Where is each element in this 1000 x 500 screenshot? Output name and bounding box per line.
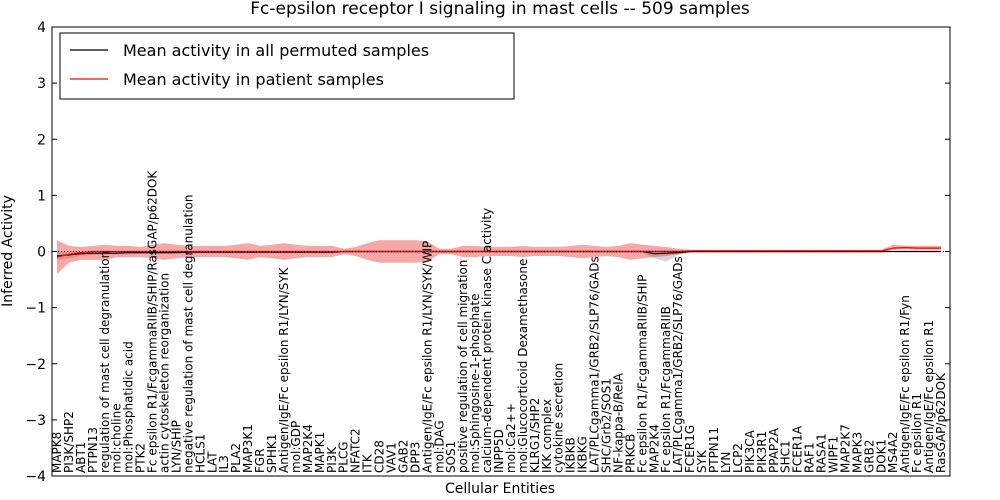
entity-label: CD28 bbox=[373, 440, 387, 473]
entity-label: PIK3R1 bbox=[755, 431, 769, 473]
entity-label: MAP2K4 bbox=[647, 424, 661, 473]
entity-label: ABT1 bbox=[74, 442, 88, 473]
entity-label: Fc epsilon R1/FcgammaRIIB bbox=[659, 306, 673, 473]
entity-label: Antigen/IgE/Fc epsilon R1/Fyn bbox=[898, 295, 912, 473]
entity-label: mol:Glucocorticoid Dexamethasone bbox=[516, 259, 530, 473]
entity-label: RAF1 bbox=[803, 442, 817, 473]
y-tick-label: −2 bbox=[25, 357, 46, 373]
entity-label: PIK3CA bbox=[743, 429, 757, 473]
y-axis-label: Inferred Activity bbox=[0, 195, 16, 307]
entity-label: mol:Ca2++ bbox=[504, 403, 518, 473]
entity-label: PPAP2A bbox=[767, 427, 781, 473]
entity-label: PTPN11 bbox=[707, 427, 721, 473]
entity-label: cytokine secretion bbox=[552, 363, 566, 473]
entity-label: ITK bbox=[361, 453, 375, 473]
entity-label: PLCG bbox=[337, 441, 351, 473]
entity-label: LAT bbox=[205, 451, 219, 473]
entity-label: IL3 bbox=[217, 455, 231, 473]
entity-label: VAV1 bbox=[385, 442, 399, 473]
entity-label: SOS1 bbox=[444, 441, 458, 473]
y-tick-label: 2 bbox=[37, 132, 46, 148]
entity-label: IKBKG bbox=[576, 436, 590, 473]
entity-label: LYN bbox=[719, 452, 733, 473]
entity-label: mol:Phosphatidic acid bbox=[122, 341, 136, 473]
entity-label: actin cytoskeleton reorganization bbox=[158, 273, 172, 473]
entity-label: PRKCB bbox=[623, 434, 637, 473]
entity-label: PTK2 bbox=[134, 443, 148, 473]
legend-label-patient: Mean activity in patient samples bbox=[123, 70, 384, 89]
y-tick-label: 3 bbox=[37, 76, 46, 92]
entity-label: NF-kappa-B/RelA bbox=[612, 372, 626, 473]
chart-title: Fc-epsilon receptor I signaling in mast … bbox=[250, 0, 750, 19]
y-tick-label: 4 bbox=[37, 20, 46, 36]
entity-label: mol:Sphingosine-1-phosphate bbox=[468, 294, 482, 474]
plot-area-frame bbox=[51, 26, 951, 477]
entity-label: PI3K bbox=[325, 446, 339, 473]
entity-label: calcium-dependent protein kinase C activ… bbox=[480, 208, 494, 473]
entity-label: INPP5D bbox=[492, 429, 506, 473]
entity-label: MAPK3 bbox=[850, 432, 864, 473]
patient-band bbox=[57, 240, 941, 274]
entity-label: Antigen/IgE/Fc epsilon R1/LYN/SYK bbox=[277, 266, 291, 473]
entity-label: KLRG1/SHP2 bbox=[528, 398, 542, 473]
entity-label: LCP2 bbox=[731, 443, 745, 473]
entity-label: FCER1A bbox=[791, 425, 805, 473]
entity-label: PTPN13 bbox=[86, 427, 100, 473]
entity-label: DOK1 bbox=[874, 439, 888, 473]
y-tick-label: −4 bbox=[25, 469, 46, 485]
entity-label: mol:choline bbox=[110, 403, 124, 473]
entity-label: NFATC2 bbox=[349, 428, 363, 473]
entity-label: RASA1 bbox=[815, 433, 829, 473]
entity-label: FGR bbox=[253, 448, 267, 473]
entity-label: mol:GDP bbox=[289, 421, 303, 473]
entity-label: WIPF1 bbox=[827, 436, 841, 473]
legend: Mean activity in all permuted samples Me… bbox=[59, 32, 515, 100]
entity-label: DPP3 bbox=[408, 442, 422, 473]
entity-label: RasGAP/p62DOK bbox=[934, 372, 948, 473]
y-tick-label: −1 bbox=[25, 301, 46, 317]
entity-label: GAB2 bbox=[396, 440, 410, 473]
entity-label: PI3K/SHP2 bbox=[62, 411, 76, 473]
entity-label: regulation of mast cell degranulation bbox=[98, 251, 112, 473]
entity-label: Fc epsilon R1/FcgammaRIIB/SHIP bbox=[635, 275, 649, 473]
entity-label: LAT/PLCgamma1/GRB2/SLP76/GADs bbox=[588, 256, 602, 473]
entity-label: IKBKB bbox=[564, 437, 578, 473]
x-axis-label: Cellular Entities bbox=[445, 481, 555, 497]
y-tick-label: −3 bbox=[25, 413, 46, 429]
entity-label: MAPK8 bbox=[50, 432, 64, 473]
entity-label: SHC/Grb2/SOS1 bbox=[600, 378, 614, 473]
entity-label: mol:DAG bbox=[432, 420, 446, 473]
permuted-band bbox=[57, 249, 941, 262]
entity-label: GRB2 bbox=[862, 439, 876, 473]
entity-label: SYK bbox=[695, 449, 709, 473]
entity-label: SHC1 bbox=[779, 440, 793, 473]
entity-label: PLA2 bbox=[229, 443, 243, 473]
entity-label: LYN/SHIP bbox=[170, 420, 184, 473]
entity-label: MAP3K1 bbox=[241, 424, 255, 473]
entity-label: IKK complex bbox=[540, 399, 554, 473]
entity-label: MS4A2 bbox=[886, 432, 900, 473]
entity-label: Antigen/IgE/Fc epsilon R1 bbox=[922, 320, 936, 473]
entity-label: Fc epsilon R1/FcgammaRIIB/SHIP/RasGAP/p6… bbox=[146, 170, 160, 473]
y-tick-label: 0 bbox=[37, 245, 46, 261]
y-tick-label: 1 bbox=[37, 188, 46, 204]
entity-label: HCLS1 bbox=[193, 434, 207, 473]
y-axis-ticks: −4 −3 −2 −1 0 1 2 3 4 bbox=[25, 20, 950, 485]
entity-label: MAPK1 bbox=[313, 432, 327, 473]
entity-label: negative regulation of mast cell degranu… bbox=[181, 194, 195, 473]
entity-label: MAP2K4 bbox=[301, 424, 315, 473]
legend-label-permuted: Mean activity in all permuted samples bbox=[123, 41, 429, 60]
entity-label: MAP2K7 bbox=[838, 424, 852, 473]
entity-label: Fc epsilon R1 bbox=[910, 393, 924, 473]
confidence-bands bbox=[57, 240, 941, 274]
entity-label: Antigen/IgE/Fc epsilon R1/LYN/SYK/WIP bbox=[420, 241, 434, 473]
entity-label: LAT/PLCgamma1/GRB2/SLP76/GADs bbox=[671, 256, 685, 473]
entity-label: positive regulation of cell migration bbox=[456, 260, 470, 473]
entity-label: FCER1G bbox=[683, 425, 697, 473]
entity-label: SPHK1 bbox=[265, 434, 279, 473]
legend-box bbox=[59, 32, 515, 100]
